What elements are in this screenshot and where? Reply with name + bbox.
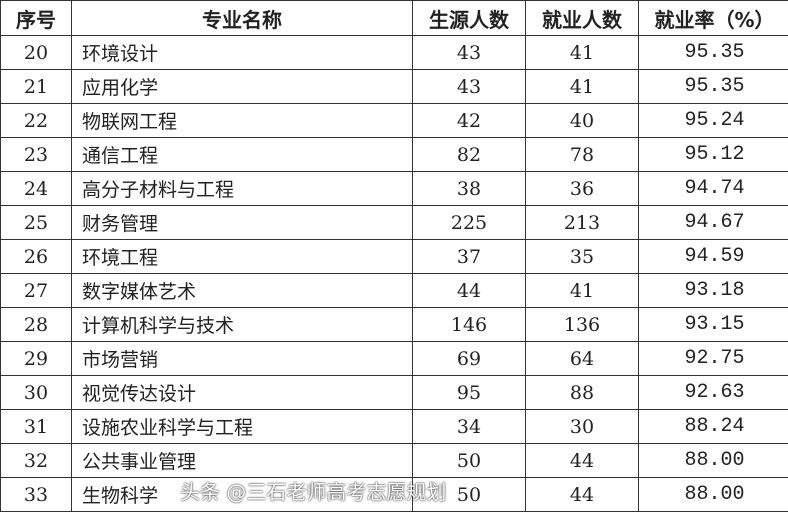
major-name: 设施农业科学与工程 (71, 409, 413, 444)
employed-count: 41 (525, 69, 639, 104)
employed-count: 30 (525, 409, 639, 444)
employment-rate: 94.67 (638, 205, 788, 240)
major-name: 市场营销 (71, 341, 413, 376)
watermark: 头条 @三石老师高考志愿规划 (180, 480, 447, 504)
employment-rate: 95.12 (638, 137, 788, 172)
major-name: 数字媒体艺术 (71, 273, 413, 308)
students-count: 42 (412, 103, 526, 138)
header-index: 序号 (0, 0, 72, 36)
employed-count: 88 (525, 375, 639, 410)
employed-count: 136 (525, 307, 639, 342)
employment-rate: 88.00 (638, 477, 788, 512)
students-count: 38 (412, 171, 526, 206)
header-students: 生源人数 (412, 0, 526, 36)
table-row: 28 计算机科学与技术 146 136 93.15 (0, 307, 788, 342)
table-row: 32 公共事业管理 50 44 88.00 (0, 443, 788, 478)
row-index: 26 (0, 239, 72, 274)
employment-rate: 95.35 (638, 69, 788, 104)
major-name: 生物科学 (71, 477, 413, 512)
major-name: 公共事业管理 (71, 443, 413, 478)
employment-rate: 92.75 (638, 341, 788, 376)
employed-count: 41 (525, 273, 639, 308)
students-count: 146 (412, 307, 526, 342)
major-name: 应用化学 (71, 69, 413, 104)
employed-count: 213 (525, 205, 639, 240)
major-name: 视觉传达设计 (71, 375, 413, 410)
students-count: 44 (412, 273, 526, 308)
employed-count: 78 (525, 137, 639, 172)
employed-count: 44 (525, 477, 639, 512)
table-row: 30 视觉传达设计 95 88 92.63 (0, 375, 788, 410)
row-index: 31 (0, 409, 72, 444)
major-name: 环境工程 (71, 239, 413, 274)
row-index: 22 (0, 103, 72, 138)
major-name: 高分子材料与工程 (71, 171, 413, 206)
row-index: 23 (0, 137, 72, 172)
employed-count: 40 (525, 103, 639, 138)
table-row: 23 通信工程 82 78 95.12 (0, 137, 788, 172)
row-index: 20 (0, 35, 72, 70)
major-name: 通信工程 (71, 137, 413, 172)
students-count: 69 (412, 341, 526, 376)
employed-count: 36 (525, 171, 639, 206)
row-index: 29 (0, 341, 72, 376)
employment-rate: 88.00 (638, 443, 788, 478)
students-count: 43 (412, 35, 526, 70)
employment-rate: 93.15 (638, 307, 788, 342)
employment-rate: 95.35 (638, 35, 788, 70)
major-name: 财务管理 (71, 205, 413, 240)
table-row: 26 环境工程 37 35 94.59 (0, 239, 788, 274)
students-count: 37 (412, 239, 526, 274)
row-index: 32 (0, 443, 72, 478)
employed-count: 64 (525, 341, 639, 376)
row-index: 21 (0, 69, 72, 104)
table-row: 27 数字媒体艺术 44 41 93.18 (0, 273, 788, 308)
table-row: 29 市场营销 69 64 92.75 (0, 341, 788, 376)
major-name: 物联网工程 (71, 103, 413, 138)
employment-rate: 94.59 (638, 239, 788, 274)
table-row: 33 生物科学 50 44 88.00 (0, 477, 788, 512)
row-index: 30 (0, 375, 72, 410)
table-row: 20 环境设计 43 41 95.35 (0, 35, 788, 70)
header-row: 序号 专业名称 生源人数 就业人数 就业率（%） (0, 0, 788, 36)
table-row: 22 物联网工程 42 40 95.24 (0, 103, 788, 138)
row-index: 28 (0, 307, 72, 342)
major-name: 计算机科学与技术 (71, 307, 413, 342)
employment-rate: 88.24 (638, 409, 788, 444)
students-count: 34 (412, 409, 526, 444)
row-index: 25 (0, 205, 72, 240)
students-count: 95 (412, 375, 526, 410)
employment-rate: 93.18 (638, 273, 788, 308)
header-rate: 就业率（%） (638, 0, 788, 36)
table-row: 21 应用化学 43 41 95.35 (0, 69, 788, 104)
employed-count: 41 (525, 35, 639, 70)
students-count: 82 (412, 137, 526, 172)
table-row: 25 财务管理 225 213 94.67 (0, 205, 788, 240)
table-row: 31 设施农业科学与工程 34 30 88.24 (0, 409, 788, 444)
employment-rate: 92.63 (638, 375, 788, 410)
students-count: 50 (412, 443, 526, 478)
students-count: 225 (412, 205, 526, 240)
table-row: 24 高分子材料与工程 38 36 94.74 (0, 171, 788, 206)
row-index: 24 (0, 171, 72, 206)
header-major: 专业名称 (71, 0, 413, 36)
employed-count: 35 (525, 239, 639, 274)
row-index: 27 (0, 273, 72, 308)
row-index: 33 (0, 477, 72, 512)
major-name: 环境设计 (71, 35, 413, 70)
employment-rate: 95.24 (638, 103, 788, 138)
employed-count: 44 (525, 443, 639, 478)
students-count: 43 (412, 69, 526, 104)
header-employed: 就业人数 (525, 0, 639, 36)
employment-rate: 94.74 (638, 171, 788, 206)
